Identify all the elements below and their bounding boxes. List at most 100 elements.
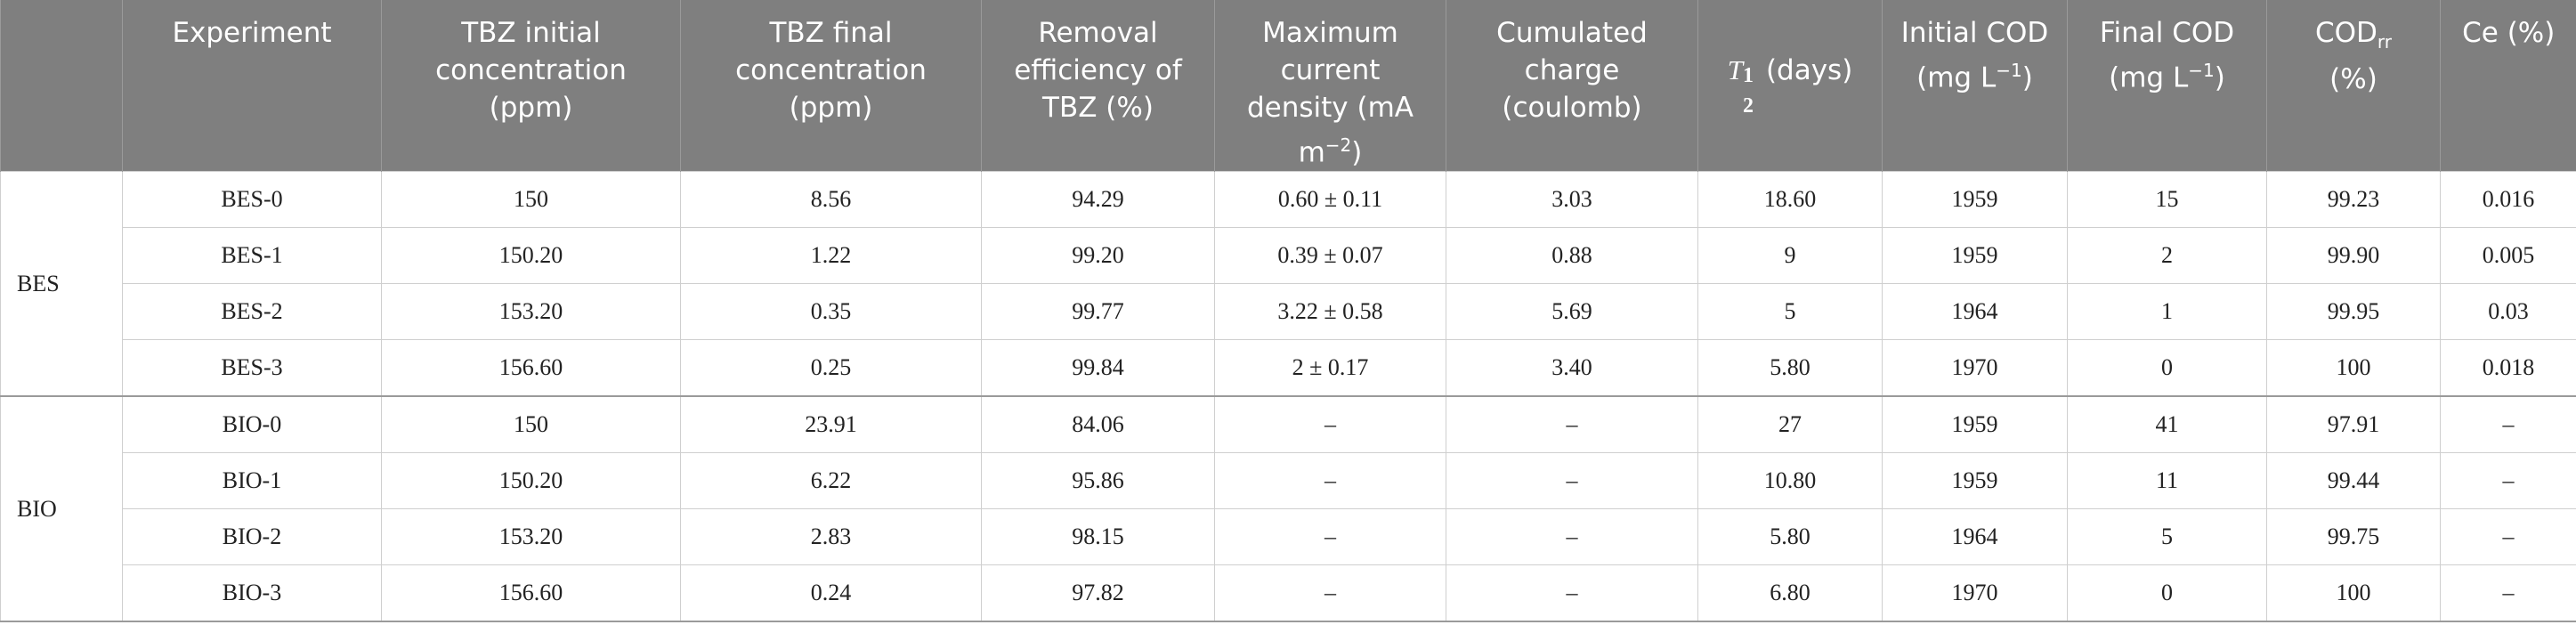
table-cell: 0 <box>2067 339 2267 398</box>
table-cell: 2.83 <box>680 508 982 566</box>
table-cell: 0.03 <box>2440 283 2576 341</box>
symbol: T <box>1727 54 1743 85</box>
table-cell: – <box>2440 508 2576 566</box>
table-cell: 1959 <box>1882 395 2068 454</box>
table-cell: 6.80 <box>1697 564 1883 623</box>
table-cell: 18.60 <box>1697 171 1883 229</box>
table-cell: 5.69 <box>1446 283 1698 341</box>
table-cell: 2 ± 0.17 <box>1214 339 1446 398</box>
header-text: TBZ initial concentration (ppm) <box>435 17 627 124</box>
table-cell: 100 <box>2266 339 2441 398</box>
column-header: Cumulated charge (coulomb) <box>1446 0 1698 172</box>
table-cell: 99.23 <box>2266 171 2441 229</box>
table-cell: 99.90 <box>2266 227 2441 285</box>
table-cell: 95.86 <box>981 452 1215 510</box>
group-label: BES <box>0 171 123 398</box>
table-cell: 1964 <box>1882 508 2068 566</box>
header-row: Experiment TBZ initial concentration (ppm… <box>0 0 2576 172</box>
header-text: Initial COD (mg L <box>1900 17 2049 94</box>
header-text: Maximum current density (mA m <box>1246 17 1414 169</box>
table-cell: 0.018 <box>2440 339 2576 398</box>
table-cell: – <box>1214 508 1446 566</box>
table-row: BIO BIO-0 150 23.91 84.06– –27 1959 41 97.91– <box>0 395 2576 623</box>
header-text: Final COD (mg L <box>2099 17 2235 94</box>
table-cell: 10.80 <box>1697 452 1883 510</box>
table-row: BIO-1 150.20 6.22 95.86– –10.80 1959 11 99.44– <box>1 452 2576 510</box>
table-cell: 5.80 <box>1697 508 1883 566</box>
table-cell: 100 <box>2266 564 2441 623</box>
column-header: Maximum current density (mA m−2) <box>1214 0 1446 172</box>
table-cell: BES-1 <box>122 227 382 285</box>
table-cell: 8.56 <box>680 171 982 229</box>
table-cell: 156.60 <box>381 564 681 623</box>
table-cell: 153.20 <box>381 283 681 341</box>
header-text: ) <box>2214 61 2225 94</box>
table-cell: 5.80 <box>1697 339 1883 398</box>
table-cell: 1959 <box>1882 171 2068 229</box>
table-cell: 150.20 <box>381 227 681 285</box>
column-header: T 1 2 (days) <box>1697 0 1883 172</box>
fraction-top: 1 <box>1742 63 1754 87</box>
table-cell: 150 <box>381 395 681 454</box>
table-cell: 1959 <box>1882 452 2068 510</box>
table-cell: 3.40 <box>1446 339 1698 398</box>
table-cell: BIO-1 <box>122 452 382 510</box>
column-header: Removal efficiency of TBZ (%) <box>981 0 1215 172</box>
table-cell: 23.91 <box>680 395 982 454</box>
table-cell: – <box>2440 564 2576 623</box>
table-cell: 84.06 <box>981 395 1215 454</box>
superscript: −1 <box>2188 60 2215 81</box>
table-cell: 0.25 <box>680 339 982 398</box>
header-text: Cumulated charge (coulomb) <box>1496 17 1648 124</box>
column-header: Final COD (mg L−1) <box>2067 0 2267 172</box>
table-cell: 5 <box>2067 508 2267 566</box>
header-text: (%) <box>2329 63 2378 96</box>
table-cell: 0.39 ± 0.07 <box>1214 227 1446 285</box>
table-cell: 15 <box>2067 171 2267 229</box>
header-text: ) <box>2021 61 2033 94</box>
table-cell: – <box>1446 395 1698 454</box>
table-cell: – <box>1446 564 1698 623</box>
table-cell: 1970 <box>1882 339 2068 398</box>
table-cell: 0.005 <box>2440 227 2576 285</box>
table-cell: BIO-3 <box>122 564 382 623</box>
table-cell: 0.60 ± 0.11 <box>1214 171 1446 229</box>
table-cell: – <box>1214 564 1446 623</box>
table-cell: 1970 <box>1882 564 2068 623</box>
superscript: −2 <box>1324 134 1352 156</box>
table-row: BES-3 156.60 0.25 99.84 2 ± 0.17 3.40 5.80 1970… <box>1 339 2576 398</box>
table-cell: 97.82 <box>981 564 1215 623</box>
table-cell: 5 <box>1697 283 1883 341</box>
header-text: Removal efficiency of TBZ (%) <box>1014 17 1182 124</box>
table-cell: 94.29 <box>981 171 1215 229</box>
table-cell: – <box>2440 452 2576 510</box>
table-row: BES-2 153.20 0.35 99.77 3.22 ± 0.58 5.69 5 1964… <box>1 283 2576 341</box>
table-cell: BIO-2 <box>122 508 382 566</box>
table-row: BIO-2 153.20 2.83 98.15– –5.80 1964 5 99.75– <box>1 508 2576 566</box>
column-header: TBZ initial concentration (ppm) <box>381 0 681 172</box>
table-cell: 99.95 <box>2266 283 2441 341</box>
column-header: Experiment <box>122 0 382 172</box>
table-body: BES BES-0 150 8.56 94.29 0.60 ± 0.11 3.03 18.60… <box>0 171 2576 623</box>
table-cell: – <box>1446 452 1698 510</box>
table-cell: 156.60 <box>381 339 681 398</box>
table-cell: – <box>1446 508 1698 566</box>
table-cell: 1.22 <box>680 227 982 285</box>
column-header: CODrr (%) <box>2266 0 2441 172</box>
table-cell: 99.75 <box>2266 508 2441 566</box>
table-row: BIO-3 156.60 0.24 97.82– –6.80 1970 0 100– <box>1 564 2576 623</box>
table-row: BES BES-0 150 8.56 94.29 0.60 ± 0.11 3.03 18.60… <box>0 171 2576 398</box>
table-cell: 0.35 <box>680 283 982 341</box>
table-cell: 97.91 <box>2266 395 2441 454</box>
header-text: (days) <box>1765 54 1853 86</box>
table-cell: 27 <box>1697 395 1883 454</box>
table-cell: 99.44 <box>2266 452 2441 510</box>
table-cell: 1959 <box>1882 227 2068 285</box>
header-text: Experiment <box>172 17 332 49</box>
table-cell: 99.20 <box>981 227 1215 285</box>
table-cell: 3.22 ± 0.58 <box>1214 283 1446 341</box>
column-header: Ce (%) <box>2440 0 2576 172</box>
table-cell: 0.016 <box>2440 171 2576 229</box>
